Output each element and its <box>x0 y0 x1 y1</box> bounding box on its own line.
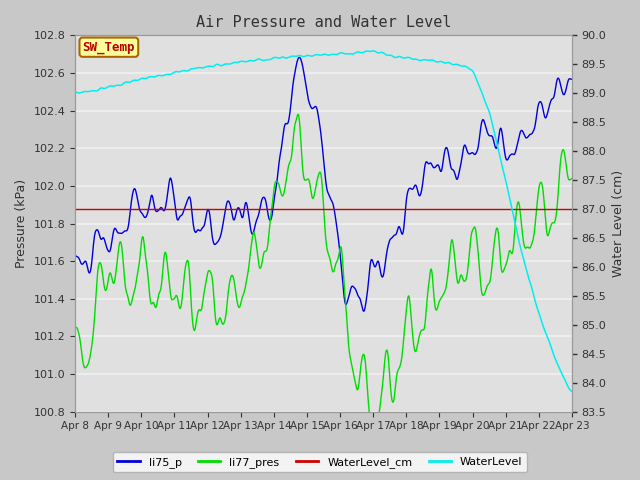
Y-axis label: Pressure (kPa): Pressure (kPa) <box>15 179 28 268</box>
Title: Air Pressure and Water Level: Air Pressure and Water Level <box>196 15 451 30</box>
Text: SW_Temp: SW_Temp <box>83 41 135 54</box>
Y-axis label: Water Level (cm): Water Level (cm) <box>612 170 625 277</box>
Legend: li75_p, li77_pres, WaterLevel_cm, WaterLevel: li75_p, li77_pres, WaterLevel_cm, WaterL… <box>113 452 527 472</box>
